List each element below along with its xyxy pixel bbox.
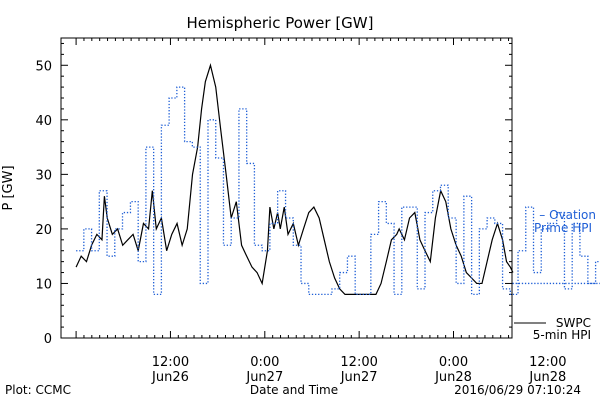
y-tick-label: 50 (35, 59, 52, 74)
legend-swpc-label-2: 5-min HPI (533, 328, 591, 342)
x-tick-date: Jun26 (151, 370, 189, 385)
y-axis: 0 10 20 30 40 50 (35, 42, 512, 347)
x-tick-date: Jun27 (245, 370, 283, 385)
series-layer (75, 63, 600, 296)
y-tick-label: 40 (35, 114, 52, 129)
y-axis-label: P [GW] (1, 165, 16, 210)
x-tick-time: 0:00 (439, 355, 468, 370)
y-tick-label: 0 (44, 332, 52, 347)
plot-credit: Plot: CCMC (5, 383, 71, 397)
y-tick-label: 10 (35, 277, 52, 292)
x-tick-time: 0:00 (250, 355, 279, 370)
x-tick-time: 12:00 (529, 355, 566, 370)
y-tick-label: 30 (35, 168, 52, 183)
x-tick-time: 12:00 (152, 355, 189, 370)
x-axis: 12:00Jun260:00Jun2712:00Jun270:00Jun2812… (75, 38, 567, 385)
swpc-hpi-line (75, 63, 514, 295)
ovation-prime-hpi-line (76, 86, 600, 296)
x-tick-date: Jun27 (340, 370, 378, 385)
x-tick-date: Jun28 (528, 370, 566, 385)
x-tick-time: 12:00 (340, 355, 377, 370)
plot-timestamp: 2016/06/29 07:10:24 (454, 383, 581, 397)
legend-ovation-label: – Ovation (539, 208, 596, 222)
x-tick-date: Jun28 (434, 370, 472, 385)
legend-ovation-label-2: Prime HPI (534, 221, 592, 235)
plot-frame (60, 37, 513, 339)
legend-swpc-label: SWPC (556, 316, 591, 330)
chart-title: Hemispheric Power [GW] (187, 14, 374, 32)
y-tick-label: 20 (35, 223, 52, 238)
x-axis-label: Date and Time (250, 383, 338, 397)
